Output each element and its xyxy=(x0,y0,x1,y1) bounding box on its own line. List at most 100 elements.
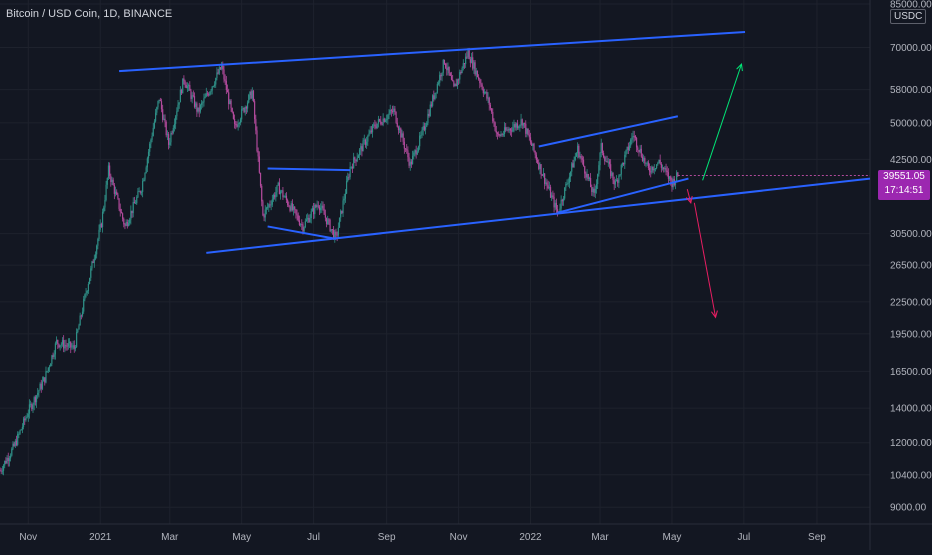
candle-body xyxy=(228,92,230,105)
price-tick-label: 26500.00 xyxy=(890,261,932,272)
candle-body xyxy=(490,108,493,112)
candle-body xyxy=(579,156,581,158)
candle-body xyxy=(147,151,150,159)
candle-body xyxy=(139,191,141,193)
currency-badge[interactable]: USDC xyxy=(890,9,927,24)
candle-body xyxy=(522,122,525,126)
candle-body xyxy=(35,395,38,403)
time-tick-label: Jul xyxy=(737,532,750,543)
candle-body xyxy=(18,433,20,435)
candle-body xyxy=(100,223,102,228)
candle-body xyxy=(412,155,414,165)
candle-body xyxy=(140,191,143,193)
candle-body xyxy=(428,113,430,116)
candle-body xyxy=(482,89,484,94)
candle-body xyxy=(358,149,361,156)
candle-body xyxy=(210,90,212,93)
price-tick-label: 10400.00 xyxy=(890,470,932,481)
candle-body xyxy=(76,332,78,348)
candle-body xyxy=(86,291,88,293)
candle-body xyxy=(676,172,678,181)
candle-body xyxy=(20,429,22,431)
candle-body xyxy=(295,209,297,214)
candle-body xyxy=(575,153,578,157)
trendline xyxy=(538,115,679,148)
candle-body xyxy=(390,110,392,112)
candle-body xyxy=(547,185,549,189)
candle-body xyxy=(380,120,382,124)
candle-body xyxy=(426,122,428,127)
candle-body xyxy=(391,111,394,112)
candle-body xyxy=(538,162,540,169)
candle-body xyxy=(601,143,603,154)
candle-body xyxy=(474,62,476,75)
candle-body xyxy=(90,268,92,278)
time-tick-label: 2021 xyxy=(89,532,112,543)
candle-body xyxy=(171,133,173,134)
candle-body xyxy=(92,261,94,263)
candle-body xyxy=(271,199,273,205)
last-price-value: 39551.05 xyxy=(883,171,925,182)
candle-body xyxy=(80,315,82,317)
candle-body xyxy=(5,460,7,464)
candle-body xyxy=(267,207,269,208)
candle-body xyxy=(213,84,216,86)
candle-body xyxy=(272,194,275,200)
candle-body xyxy=(409,161,411,166)
time-tick-label: 2022 xyxy=(519,532,542,543)
candle-body xyxy=(670,176,672,181)
candle-body xyxy=(185,85,187,89)
candle-body xyxy=(248,95,250,103)
candle-body xyxy=(500,134,502,137)
candle-body xyxy=(211,86,213,91)
time-tick-label: May xyxy=(662,532,681,543)
candle-body xyxy=(581,158,583,160)
candle-body xyxy=(0,470,1,472)
candle-body xyxy=(572,163,574,168)
candle-body xyxy=(123,218,125,225)
candle-body xyxy=(429,104,431,116)
candle-body xyxy=(586,174,588,178)
candle-body xyxy=(191,95,193,99)
symbol-title[interactable]: Bitcoin / USD Coin, 1D, BINANCE xyxy=(6,8,173,20)
candle-body xyxy=(617,179,619,183)
candle-body xyxy=(183,78,185,82)
candle-body xyxy=(107,165,110,179)
candle-body xyxy=(144,173,146,180)
candle-body xyxy=(439,74,441,83)
candle-body xyxy=(15,440,18,445)
candle-body xyxy=(87,283,90,292)
candle-body xyxy=(648,167,651,172)
time-tick-label: Nov xyxy=(19,532,37,543)
candle-body xyxy=(417,146,420,152)
candle-body xyxy=(156,107,158,113)
candle-body xyxy=(133,201,135,204)
candle-body xyxy=(184,81,186,86)
candle-body xyxy=(473,62,475,69)
candle-body xyxy=(608,161,611,165)
candle-body xyxy=(564,187,566,199)
candle-body xyxy=(34,397,36,403)
candle-body xyxy=(262,201,264,216)
arrow-head xyxy=(711,310,718,319)
candle-body xyxy=(441,72,443,77)
candle-body xyxy=(212,85,214,87)
candle-body xyxy=(137,191,139,198)
candle-body xyxy=(430,104,433,106)
time-tick-label: Sep xyxy=(808,532,826,543)
candle-body xyxy=(578,145,580,158)
candle-body xyxy=(131,210,133,214)
candle-body xyxy=(559,208,561,212)
candle-body xyxy=(633,135,635,137)
candle-body xyxy=(369,130,371,134)
candle-body xyxy=(557,209,559,213)
candle-body xyxy=(493,121,495,123)
candle-body xyxy=(149,143,151,152)
candle-body xyxy=(643,158,645,162)
candle-body xyxy=(124,224,126,226)
candle-body xyxy=(270,204,272,206)
candle-body xyxy=(1,470,3,472)
price-tick-label: 42500.00 xyxy=(890,155,932,166)
